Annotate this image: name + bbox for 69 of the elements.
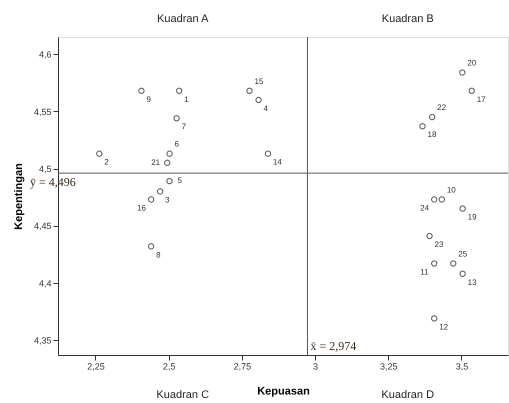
- annotation: 14: [272, 158, 282, 167]
- annotation: 7: [182, 122, 187, 132]
- y-axis-title: Kepentingan: [12, 162, 25, 230]
- annotation: 6: [174, 140, 180, 149]
- annotation: 8: [156, 250, 162, 260]
- point: [419, 123, 426, 130]
- x-tick-label: 2,75: [234, 362, 252, 372]
- y-tick-label: 4,35: [34, 336, 52, 346]
- point: [459, 205, 466, 212]
- y-tick-label: 4,55: [34, 106, 52, 117]
- y-tick-label: 4,4: [38, 278, 52, 288]
- point: [426, 232, 433, 240]
- x-tick-label: 3,25: [380, 362, 398, 372]
- x-tick-label: 2,5: [162, 362, 176, 372]
- point: [148, 196, 154, 203]
- annotation: 19: [468, 212, 478, 222]
- point: [246, 88, 253, 94]
- point: [438, 196, 445, 203]
- ref-line-label: x̄ = 2,974: [310, 339, 356, 353]
- point: [157, 188, 164, 195]
- point: [138, 88, 145, 94]
- annotation: 21: [151, 158, 161, 167]
- annotation: 10: [446, 185, 456, 194]
- point: [148, 243, 154, 250]
- y-tick-label: 4,45: [34, 221, 52, 232]
- annotation: 1: [184, 94, 190, 104]
- annotation: 17: [476, 94, 486, 104]
- point: [431, 315, 438, 322]
- x-tick-label: 3,5: [456, 362, 468, 372]
- point: [468, 88, 475, 94]
- point: [166, 150, 173, 157]
- point: [176, 88, 182, 94]
- annotation: 18: [428, 130, 437, 140]
- annotation: 24: [420, 203, 430, 212]
- y-tick-label: 4,6: [38, 50, 52, 60]
- point: [166, 178, 173, 184]
- point: [255, 96, 262, 104]
- point: [429, 114, 436, 120]
- point: [459, 270, 466, 277]
- annotation: 23: [434, 240, 444, 250]
- annotation: 11: [420, 267, 430, 276]
- point: [264, 150, 272, 157]
- annotation: 4: [264, 104, 269, 113]
- annotation: 2: [104, 158, 110, 167]
- annotation: 22: [437, 103, 447, 112]
- point: [431, 260, 438, 267]
- point: [450, 260, 456, 267]
- annotation: 15: [254, 76, 264, 86]
- annotation: 25: [458, 249, 468, 258]
- annotation: 5: [178, 176, 183, 186]
- annotation: 13: [468, 278, 478, 287]
- x-tick-label: 3: [313, 362, 318, 372]
- text: Kuadran A: [157, 13, 210, 25]
- point: [459, 69, 466, 76]
- point: [431, 196, 438, 203]
- point: [96, 150, 102, 157]
- x-axis-title: Kepuasan: [257, 386, 310, 398]
- annotation: 9: [146, 94, 152, 104]
- annotation: 12: [439, 322, 449, 332]
- text: Kuadran C: [156, 389, 210, 401]
- point: [164, 160, 170, 166]
- point: [173, 115, 180, 122]
- text: Kuadran D: [381, 389, 434, 401]
- annotation: 3: [165, 195, 170, 204]
- annotation: 16: [137, 203, 147, 212]
- y-tick-label: 4,5: [38, 164, 52, 174]
- text: Kuadran B: [382, 13, 434, 25]
- annotation: 20: [467, 58, 477, 68]
- x-tick-label: 2,25: [87, 362, 105, 372]
